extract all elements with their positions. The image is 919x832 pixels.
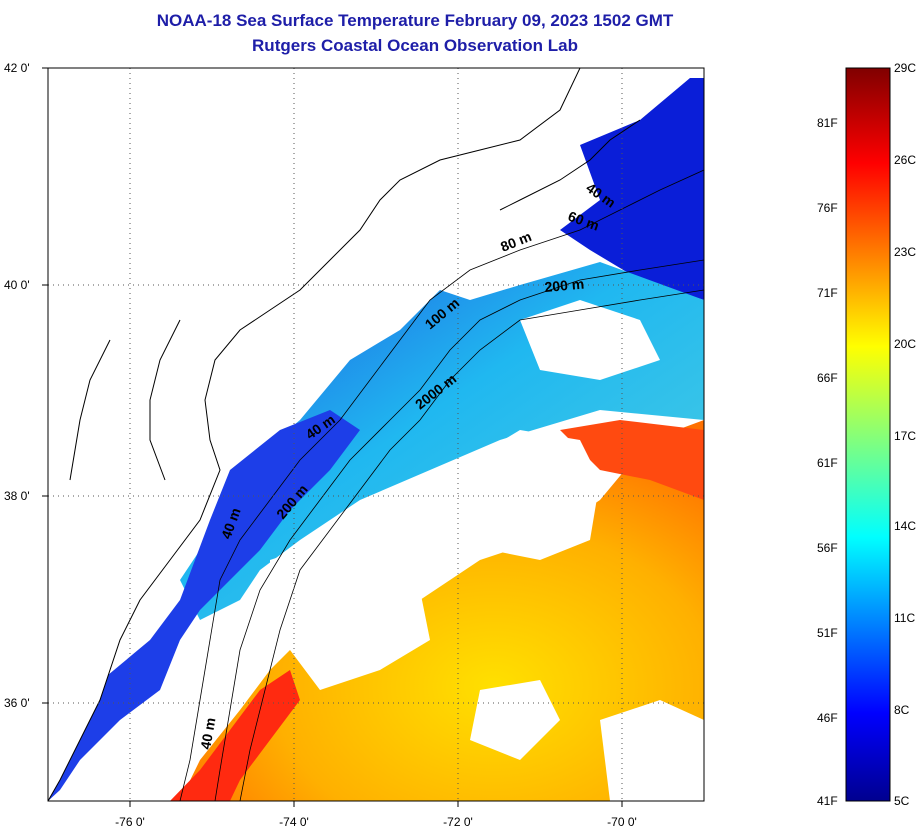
nearshore-cold bbox=[48, 410, 360, 801]
axis-ticks bbox=[42, 67, 623, 807]
cloud-mask bbox=[270, 540, 430, 690]
colorbar-celsius-label: 29C bbox=[894, 61, 916, 75]
isobath-line bbox=[179, 169, 704, 801]
lat-label: 40 0' bbox=[4, 278, 30, 292]
contour-label: 40 m bbox=[197, 716, 218, 750]
colorbar-fahrenheit-label: 41F bbox=[817, 794, 838, 808]
colorbar-celsius-label: 17C bbox=[894, 429, 916, 443]
gulf-stream-core bbox=[170, 670, 300, 801]
map-frame bbox=[47, 67, 705, 802]
colorbar-celsius-label: 26C bbox=[894, 153, 916, 167]
colorbar-fahrenheit-label: 76F bbox=[817, 201, 838, 215]
lon-label: -72 0' bbox=[443, 815, 473, 829]
colorbar-fahrenheit-label: 81F bbox=[817, 116, 838, 130]
colorbar-labels: 29C 26C 23C 20C 17C 14C 11C 8C 5C 81F 76F 71F 66F 61F… bbox=[817, 61, 916, 808]
colorbar bbox=[845, 67, 891, 802]
colorbar-fahrenheit-label: 71F bbox=[817, 286, 838, 300]
warm-filament bbox=[560, 420, 704, 500]
map-subtitle: Rutgers Coastal Ocean Observation Lab bbox=[252, 36, 578, 55]
isobath-line bbox=[239, 289, 704, 801]
isobath-line bbox=[214, 259, 704, 801]
colorbar-celsius-label: 23C bbox=[894, 245, 916, 259]
cloud-mask bbox=[600, 700, 704, 801]
colorbar-fahrenheit-label: 51F bbox=[817, 626, 838, 640]
lat-label: 42 0' bbox=[4, 61, 30, 75]
colorbar-celsius-label: 20C bbox=[894, 337, 916, 351]
cloud-mask bbox=[520, 300, 660, 380]
lon-label: -76 0' bbox=[115, 815, 145, 829]
sst-imagery bbox=[48, 68, 704, 801]
cloud-mask bbox=[470, 430, 600, 560]
coastline bbox=[48, 68, 581, 801]
lon-label: -70 0' bbox=[607, 815, 637, 829]
cloud-mask bbox=[470, 680, 560, 760]
colorbar-fahrenheit-label: 46F bbox=[817, 711, 838, 725]
coastline bbox=[69, 119, 641, 481]
land-mass bbox=[48, 68, 580, 801]
lat-label: 36 0' bbox=[4, 696, 30, 710]
colorbar-fahrenheit-label: 61F bbox=[817, 456, 838, 470]
lat-label: 38 0' bbox=[4, 489, 30, 503]
colorbar-celsius-label: 14C bbox=[894, 519, 916, 533]
contour-label: 200 m bbox=[544, 276, 585, 295]
shelf-water-cold bbox=[560, 78, 704, 300]
colorbar-celsius-label: 5C bbox=[894, 794, 910, 808]
gulf-stream-warm bbox=[180, 420, 704, 801]
colorbar-celsius-label: 8C bbox=[894, 703, 910, 717]
lon-label: -74 0' bbox=[279, 815, 309, 829]
map-title: NOAA-18 Sea Surface Temperature February… bbox=[156, 11, 674, 30]
colorbar-fahrenheit-label: 66F bbox=[817, 371, 838, 385]
colorbar-fahrenheit-label: 56F bbox=[817, 541, 838, 555]
graticule bbox=[48, 68, 704, 801]
colorbar-celsius-label: 11C bbox=[894, 611, 915, 625]
